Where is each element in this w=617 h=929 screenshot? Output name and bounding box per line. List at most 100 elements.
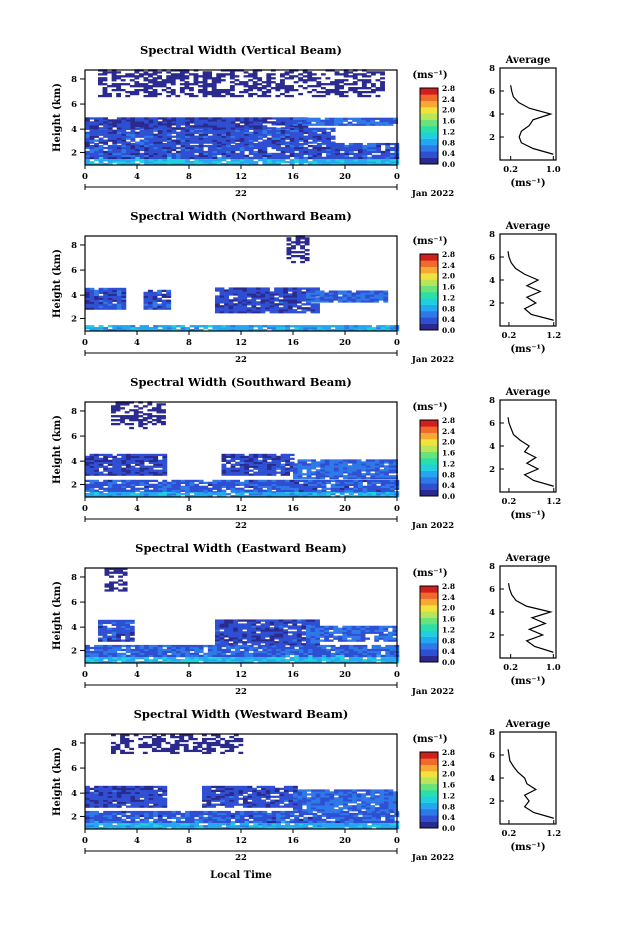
heatmap-cell — [375, 89, 381, 92]
heatmap-cell — [162, 148, 168, 152]
heatmap-cell — [215, 633, 220, 636]
heatmap-cell — [317, 159, 322, 162]
heatmap-cell — [130, 137, 136, 140]
heatmap-cell — [194, 485, 200, 488]
heatmap-cell — [253, 471, 259, 474]
heatmap-cell — [370, 123, 376, 126]
heatmap-cell — [130, 117, 136, 120]
heatmap-cell — [253, 485, 259, 488]
heatmap-cell — [284, 94, 290, 98]
heatmap-cell — [221, 139, 227, 142]
heatmap-cell — [251, 643, 257, 646]
heatmap-cell — [289, 657, 295, 660]
heatmap-cell — [185, 481, 190, 485]
heatmap-cell — [98, 127, 104, 130]
heatmap-cell — [221, 650, 227, 654]
heatmap-cell — [271, 144, 277, 148]
heatmap-cell — [324, 473, 330, 476]
heatmap-cell — [253, 123, 259, 126]
heatmap-cell — [251, 307, 257, 310]
heatmap-cell — [380, 325, 386, 328]
heatmap-cell — [120, 407, 125, 410]
heatmap-cell — [362, 648, 368, 652]
heatmap-cell — [292, 303, 298, 306]
heatmap-cell — [121, 142, 127, 146]
heatmap-cell — [98, 83, 103, 86]
heatmap-cell — [153, 125, 159, 128]
heatmap-cell — [266, 83, 272, 86]
heatmap-cell — [225, 89, 231, 92]
heatmap-cell — [358, 329, 363, 332]
heatmap-cell — [365, 463, 371, 466]
heatmap-cell — [361, 119, 367, 122]
heatmap-cell — [270, 87, 276, 90]
heatmap-cell — [161, 307, 167, 310]
heatmap-cell — [152, 293, 158, 296]
heatmap-cell — [112, 652, 118, 656]
heatmap-cell — [94, 650, 99, 654]
heatmap-cell — [362, 646, 368, 650]
heatmap-cell — [252, 92, 258, 96]
heatmap-cell — [162, 152, 168, 156]
heatmap-cell — [198, 489, 204, 492]
average-x-tick-label: 1.0 — [546, 165, 561, 175]
heatmap-cell — [176, 121, 181, 124]
heatmap-cell — [179, 71, 185, 74]
heatmap-cell — [312, 487, 318, 490]
heatmap-cell — [339, 159, 345, 162]
heatmap-cell — [276, 481, 281, 485]
heatmap-cell — [121, 137, 127, 140]
heatmap-cell — [198, 154, 204, 158]
heatmap-cell — [380, 83, 385, 86]
heatmap-cell — [121, 661, 127, 664]
heatmap-cell — [293, 469, 298, 472]
heatmap-cell — [374, 473, 380, 476]
heatmap-cell — [280, 81, 285, 84]
heatmap-cell — [253, 652, 259, 656]
heatmap-cell — [98, 654, 104, 658]
heatmap-cell — [244, 661, 250, 664]
heatmap-cell — [326, 139, 331, 142]
heatmap-cell — [144, 493, 149, 496]
heatmap-cell — [94, 465, 99, 468]
heatmap-cell — [276, 148, 281, 152]
heatmap-cell — [180, 644, 186, 648]
heatmap-cell — [304, 241, 310, 244]
heatmap-cell — [148, 293, 153, 296]
heatmap-cell — [374, 477, 380, 480]
heatmap-cell — [251, 621, 257, 624]
heatmap-cell — [180, 119, 186, 122]
heatmap-cell — [251, 641, 257, 644]
heatmap-cell — [216, 152, 222, 156]
heatmap-cell — [257, 127, 263, 130]
heatmap-cell — [135, 144, 140, 148]
heatmap-cell — [384, 471, 389, 474]
heatmap-cell — [193, 83, 199, 86]
heatmap-cell — [239, 650, 245, 654]
heatmap-cell — [85, 291, 90, 295]
heatmap-cell — [333, 467, 339, 470]
heatmap-cell — [130, 489, 136, 492]
heatmap-cell — [189, 646, 195, 650]
heatmap-cell — [152, 307, 158, 310]
heatmap-cell — [330, 146, 336, 150]
heatmap-cell — [343, 79, 349, 82]
heatmap-cell — [89, 125, 95, 128]
heatmap-cell — [370, 459, 376, 462]
heatmap-cell — [111, 619, 117, 623]
heatmap-cell — [244, 123, 250, 126]
heatmap-cell — [215, 305, 220, 308]
heatmap-cell — [334, 79, 340, 82]
heatmap-cell — [337, 290, 343, 293]
heatmap-cell — [348, 487, 354, 490]
heatmap-cell — [129, 417, 135, 420]
heatmap-cell — [121, 481, 127, 485]
heatmap-cell — [380, 77, 385, 80]
heatmap-cell — [365, 477, 371, 480]
heatmap-cell — [226, 471, 231, 474]
heatmap-cell — [353, 161, 359, 164]
heatmap-cell — [235, 146, 240, 150]
heatmap-cell — [335, 487, 341, 490]
heatmap-cell — [125, 635, 131, 638]
heatmap-cell — [300, 245, 305, 248]
